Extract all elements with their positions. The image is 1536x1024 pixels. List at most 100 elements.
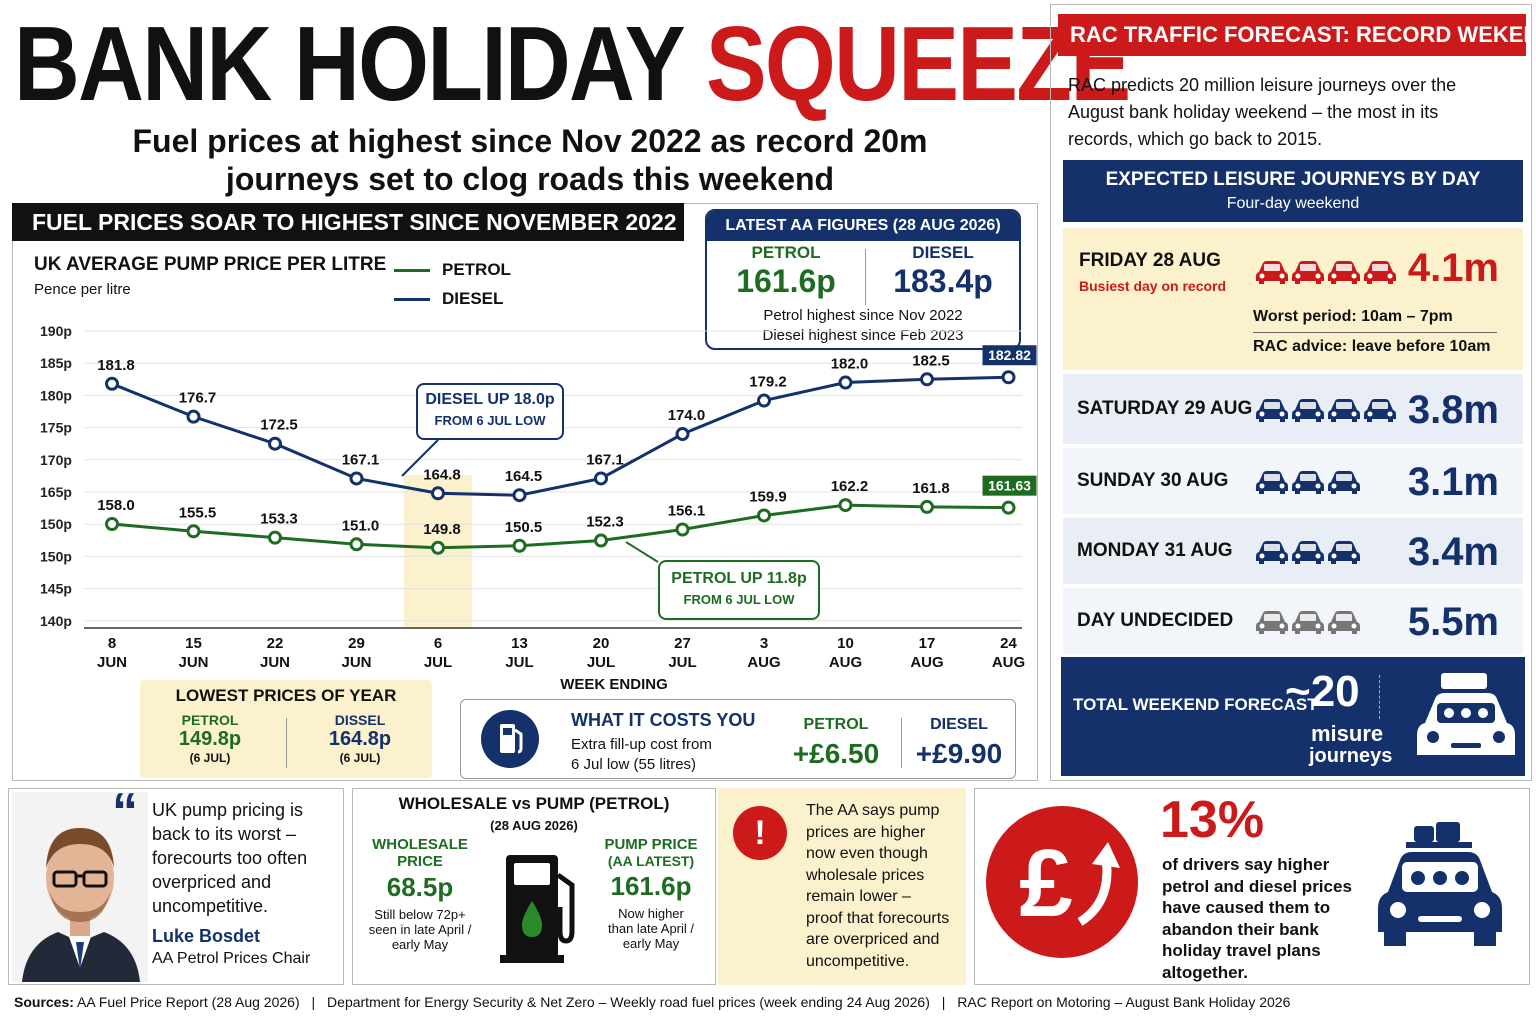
x-tick-month: JUL [424,654,452,671]
diesel-data-label: 182.5 [912,352,950,369]
petrol-data-label: 152.3 [586,514,624,531]
aa-note-l3: now even though [806,845,928,862]
friday-day: FRIDAY 28 AUG [1079,250,1221,271]
rac-intro-line2: August bank holiday weekend – the most i… [1068,102,1439,122]
diesel-point [349,471,364,486]
row-friday: FRIDAY 28 AUG Busiest day on record 4.1m… [1063,228,1523,370]
abandon-pct: 13% [1160,791,1265,849]
petrol-callout: PETROL UP 11.8p FROM 6 JUL LOW [658,560,820,620]
car-icon [1292,261,1324,284]
x-tick-label: 20 [593,635,610,652]
lowest-box: LOWEST PRICES OF YEAR PETROL 149.8p (6 J… [140,680,432,778]
petrol-data-label: 159.9 [749,488,787,505]
aa-note-l2: prices are higher [806,823,926,841]
ws-note3: early May [391,937,449,952]
x-tick-month: JUL [505,654,533,671]
car-icon [1292,399,1324,422]
fuel-pump-icon [481,710,539,768]
quote-line5: uncompetitive. [152,896,269,916]
latest-diesel-label: DIESEL [912,243,974,262]
petrol-data-label: 150.5 [505,519,543,536]
rac-intro: RAC predicts 20 million leisure journeys… [1068,72,1524,153]
saturday-day: SATURDAY 29 AUG [1077,398,1253,419]
rac-header: RAC TRAFFIC FORECAST: RECORD WEKEND [1058,14,1526,56]
undecided-day: DAY UNDECIDED [1077,610,1234,631]
diesel-point [268,436,282,451]
lowest-header: LOWEST PRICES OF YEAR [175,686,397,705]
x-tick-label: 22 [267,635,284,652]
row-undecided: DAY UNDECIDED 5.5m [1063,588,1523,654]
aa-note-text: The AA says pump prices are higher now e… [806,800,949,972]
petrol-data-label: 149.8 [423,521,461,538]
chart-title: UK AVERAGE PUMP PRICE PER LITRE [34,254,387,275]
total-label: TOTAL WEEKEND FORECAST [1073,695,1318,714]
page-title: BANK HOLIDAY SQUEEZE [14,4,1131,123]
abandon-text: of drivers say higher petrol and diesel … [1162,854,1352,983]
loaded-car-icon [1417,673,1515,755]
diesel-end-label: 182.82 [988,347,1031,363]
pump-note3: early May [622,936,680,951]
aa-note-l7: are overpriced and [806,931,940,948]
undecided-value: 5.5m [1407,600,1499,644]
abandon-l2: petrol and diesel prices [1162,876,1352,896]
wholesale-header: WHOLESALE vs PUMP (PETROL) [398,794,670,813]
x-tick-label: 6 [434,635,442,652]
saturday-car-icons [1255,396,1399,427]
total-box: TOTAL WEEKEND FORECAST ~20 misure journe… [1061,657,1525,776]
latest-petrol-label: PETROL [751,243,821,262]
car-icon [1364,399,1396,422]
pound-up-icon: £ [986,806,1138,958]
latest-box: LATEST AA FIGURES (28 AUG 2026) PETROL 1… [705,209,1021,350]
petrol-point [105,517,119,531]
car-icon [1328,611,1360,634]
petrol-end-label: 161.63 [988,478,1031,494]
costs-petrol-value: +£6.50 [792,738,880,769]
diesel-point [186,409,201,424]
petrol-data-label: 155.5 [179,504,217,521]
petrol-point [594,533,608,548]
petrol-data-label: 151.0 [342,517,380,534]
sources-label: Sources: [14,994,74,1010]
svg-text:£: £ [1019,830,1072,937]
diesel-point [594,471,608,486]
total-value: ~20 [1285,667,1360,716]
costs-box: WHAT IT COSTS YOU Extra fill-up cost fro… [460,699,1016,779]
x-tick-label: 15 [185,635,202,652]
diesel-point [838,375,853,390]
family-car-icon [1378,822,1502,946]
car-icon [1256,261,1288,284]
fuel-banner: FUEL PRICES SOAR TO HIGHEST SINCE NOVEMB… [12,203,684,241]
legend-petrol: PETROL [394,260,511,280]
costs-desc1: Extra fill-up cost from [571,736,712,753]
latest-petrol: PETROL 161.6p [707,243,865,300]
petrol-point [675,522,690,537]
x-tick-label: 3 [760,635,768,652]
pump-note1: Now higher [618,906,684,921]
x-tick-month: JUN [97,654,127,671]
diesel-pointer [401,439,439,477]
pump-value: 161.6p [610,871,692,901]
x-tick-month: JUN [341,654,371,671]
aa-note-l5: remain lower – [806,888,911,905]
petrol-data-label: 153.3 [260,511,298,528]
ws-value: 68.5p [386,872,454,902]
car-icon [1292,541,1324,564]
row-sunday: SUNDAY 30 AUG 3.1m [1063,448,1523,514]
diesel-callout: DIESEL UP 18.0p FROM 6 JUL LOW [416,383,564,440]
ws-label1: WHOLESALE [372,836,468,853]
diesel-data-label: 172.5 [260,417,298,434]
diesel-point [512,488,527,503]
diesel-end-badge [982,345,1037,366]
diesel-point [431,486,445,501]
sources: Sources: AA Fuel Price Report (28 Aug 20… [14,994,1290,1010]
x-tick-label: 17 [919,635,936,652]
car-icon [1256,471,1288,494]
y-tick-label: 190p [40,323,72,339]
fuel-pump-large-icon [500,855,575,963]
x-tick-month: AUG [910,654,943,671]
x-tick-label: 8 [108,635,116,652]
friday-note: Busiest day on record [1079,278,1227,294]
wholesale-left: WHOLESALE PRICE 68.5p Still below 72p+ s… [362,836,478,952]
latest-diesel-value: 183.4p [893,263,993,299]
x-tick-month: AUG [992,654,1025,671]
